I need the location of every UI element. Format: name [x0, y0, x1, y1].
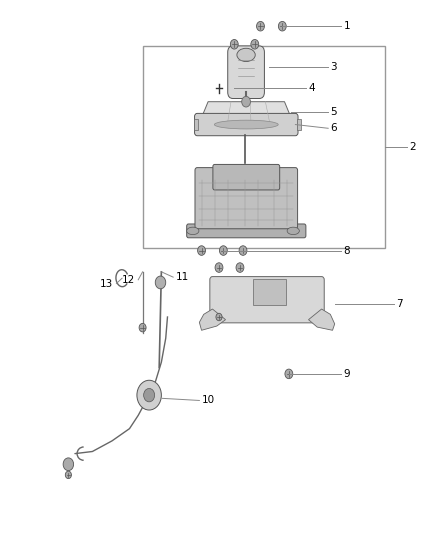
Text: 10: 10 — [201, 395, 215, 406]
Text: 3: 3 — [330, 62, 337, 72]
Text: 9: 9 — [343, 369, 350, 379]
Circle shape — [236, 263, 244, 272]
Circle shape — [63, 458, 74, 471]
Bar — [194, 119, 198, 131]
FancyBboxPatch shape — [194, 114, 298, 136]
Text: 8: 8 — [343, 246, 350, 255]
Circle shape — [285, 369, 293, 378]
Circle shape — [198, 246, 205, 255]
Bar — [143, 46, 385, 248]
Circle shape — [251, 39, 259, 49]
Circle shape — [257, 21, 265, 31]
FancyBboxPatch shape — [213, 165, 280, 190]
Circle shape — [144, 389, 155, 402]
Ellipse shape — [214, 120, 278, 129]
Polygon shape — [199, 309, 226, 330]
Ellipse shape — [287, 227, 299, 235]
Text: 6: 6 — [330, 123, 337, 133]
Text: 2: 2 — [409, 142, 416, 152]
Circle shape — [239, 246, 247, 255]
Circle shape — [230, 39, 238, 49]
Circle shape — [155, 276, 166, 289]
Text: 4: 4 — [308, 83, 315, 93]
Circle shape — [279, 21, 286, 31]
Circle shape — [139, 324, 146, 332]
Circle shape — [219, 246, 227, 255]
Bar — [297, 119, 301, 131]
FancyBboxPatch shape — [210, 277, 324, 323]
Text: 1: 1 — [343, 21, 350, 31]
FancyBboxPatch shape — [195, 167, 297, 229]
Circle shape — [216, 313, 222, 321]
Text: 12: 12 — [122, 275, 135, 285]
Ellipse shape — [187, 227, 199, 235]
Polygon shape — [199, 102, 293, 123]
Text: 5: 5 — [330, 107, 337, 117]
Text: 7: 7 — [396, 298, 403, 309]
Bar — [253, 279, 286, 305]
Circle shape — [242, 96, 251, 107]
Circle shape — [137, 380, 161, 410]
Circle shape — [215, 263, 223, 272]
FancyBboxPatch shape — [228, 46, 265, 99]
Circle shape — [65, 471, 71, 479]
Polygon shape — [308, 309, 335, 330]
Text: 11: 11 — [175, 272, 189, 282]
Ellipse shape — [237, 49, 255, 62]
FancyBboxPatch shape — [187, 224, 306, 238]
Text: 13: 13 — [100, 279, 113, 288]
